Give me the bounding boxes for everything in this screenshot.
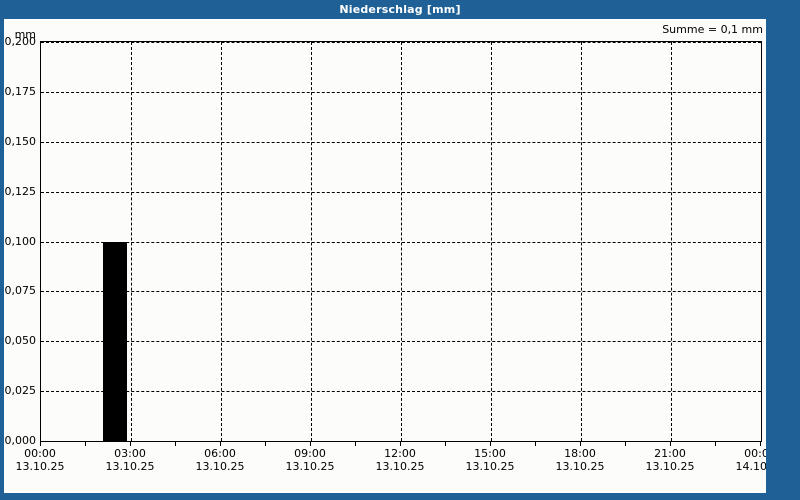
y-axis-tick-label: 0,125 — [4, 184, 37, 198]
x-axis-tick — [310, 441, 311, 446]
x-axis-tick — [355, 441, 356, 446]
gridline-vertical — [401, 42, 402, 441]
x-axis-tick-label: 15:00 13.10.25 — [450, 447, 530, 473]
x-axis-date: 13.10.25 — [105, 460, 155, 473]
x-axis-tick — [40, 441, 41, 446]
x-axis-date: 13.10.25 — [465, 460, 515, 473]
x-axis-tick-label: 09:00 13.10.25 — [270, 447, 350, 473]
x-axis-tick-label: 21:00 13.10.25 — [630, 447, 710, 473]
x-axis-time: 00:00 — [744, 447, 766, 460]
plot-area — [40, 41, 762, 442]
y-axis-tick-label: 0,100 — [4, 234, 37, 248]
y-axis-tick-label: 0,175 — [4, 84, 37, 98]
y-axis-tick-label: 0,200 — [4, 35, 37, 48]
window-frame-left — [0, 19, 4, 500]
y-axis-tick-label: 0,025 — [4, 384, 37, 398]
x-axis-date: 13.10.25 — [285, 460, 335, 473]
x-axis-time: 15:00 — [474, 447, 506, 460]
x-axis-time: 09:00 — [294, 447, 326, 460]
chart-canvas: Summe = 0,1 mm mm 0,200 0,175 0,150 0,125 0,… — [4, 19, 766, 493]
x-axis-time: 12:00 — [384, 447, 416, 460]
x-axis-tick-label: 06:00 13.10.25 — [180, 447, 260, 473]
x-axis-date: 13.10.25 — [15, 460, 65, 473]
gridline-vertical — [131, 42, 132, 441]
y-axis-tick-label: 0,050 — [4, 334, 37, 348]
x-axis-tick-label: 12:00 13.10.25 — [360, 447, 440, 473]
x-axis-tick — [625, 441, 626, 446]
x-axis-tick — [220, 441, 221, 446]
x-axis-tick — [175, 441, 176, 446]
gridline-vertical — [581, 42, 582, 441]
window-frame-right — [766, 19, 800, 500]
x-axis-tick — [85, 441, 86, 446]
gridline-vertical — [221, 42, 222, 441]
x-axis-tick — [580, 441, 581, 446]
x-axis-tick — [535, 441, 536, 446]
y-axis-tick-label: 0,150 — [4, 134, 37, 148]
y-axis-unit-label: mm — [14, 28, 36, 41]
x-axis-time: 00:00 — [24, 447, 56, 460]
x-axis-tick — [670, 441, 671, 446]
x-axis-tick — [445, 441, 446, 446]
window-frame-bottom — [0, 493, 800, 500]
gridline-vertical — [491, 42, 492, 441]
x-axis-time: 03:00 — [114, 447, 146, 460]
x-axis-date: 13.10.25 — [375, 460, 425, 473]
x-axis-tick-label: 00:00 13.10.25 — [4, 447, 80, 473]
x-axis-tick-label: 18:00 13.10.25 — [540, 447, 620, 473]
page-title: Niederschlag [mm] — [339, 3, 461, 16]
x-axis-time: 06:00 — [204, 447, 236, 460]
x-axis-tick — [715, 441, 716, 446]
gridline-vertical — [671, 42, 672, 441]
x-axis-date: 14.10.25 — [735, 460, 767, 473]
x-axis-tick — [490, 441, 491, 446]
x-axis-time: 18:00 — [564, 447, 596, 460]
bar — [102, 241, 128, 441]
x-axis-tick — [130, 441, 131, 446]
x-axis-tick — [400, 441, 401, 446]
y-axis-tick-label: 0,000 — [4, 434, 37, 447]
gridline-vertical — [311, 42, 312, 441]
summe-annotation: Summe = 0,1 mm — [662, 23, 763, 36]
x-axis-date: 13.10.25 — [195, 460, 245, 473]
x-axis-date: 13.10.25 — [645, 460, 695, 473]
x-axis-tick-label: 03:00 13.10.25 — [90, 447, 170, 473]
plot-inner — [41, 42, 761, 441]
x-axis-time: 21:00 — [654, 447, 686, 460]
y-axis-tick-label: 0,075 — [4, 284, 37, 298]
x-axis-tick-label: 00:0014.10.25 — [720, 447, 767, 473]
x-axis-date: 13.10.25 — [555, 460, 605, 473]
window-title-bar: Niederschlag [mm] — [0, 0, 800, 19]
x-axis-tick — [265, 441, 266, 446]
x-axis-tick — [760, 441, 761, 446]
